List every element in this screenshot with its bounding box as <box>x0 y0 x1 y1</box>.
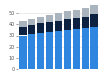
Bar <box>37 23 44 33</box>
Bar <box>55 13 62 21</box>
Bar <box>90 5 98 14</box>
Bar <box>19 27 26 36</box>
Bar <box>73 29 80 69</box>
Bar <box>90 27 98 69</box>
Bar <box>64 30 71 69</box>
Bar <box>73 10 80 18</box>
Bar <box>82 28 89 69</box>
Bar <box>90 14 98 27</box>
Bar <box>28 25 35 34</box>
Bar <box>64 11 71 19</box>
Bar <box>82 8 89 17</box>
Bar <box>82 17 89 28</box>
Bar <box>64 19 71 30</box>
Bar <box>55 31 62 69</box>
Bar <box>46 22 53 32</box>
Bar <box>37 17 44 23</box>
Bar <box>28 19 35 25</box>
Bar <box>46 32 53 69</box>
Bar <box>28 34 35 69</box>
Bar <box>73 18 80 29</box>
Bar <box>55 21 62 31</box>
Bar <box>37 33 44 69</box>
Bar <box>19 36 26 69</box>
Bar <box>19 21 26 27</box>
Bar <box>46 15 53 22</box>
